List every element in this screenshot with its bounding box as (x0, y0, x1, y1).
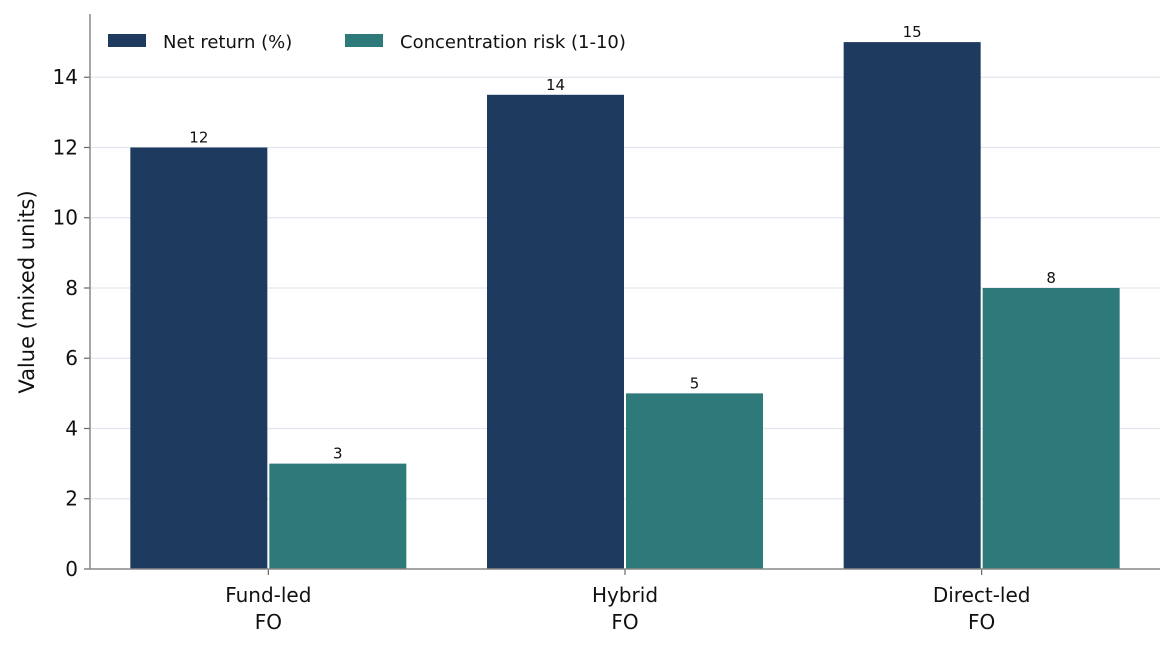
bar (626, 393, 763, 569)
data-label: 3 (333, 445, 343, 463)
y-tick-label: 8 (65, 276, 78, 300)
data-label: 15 (903, 23, 922, 41)
grid-lines (90, 76, 1160, 500)
axes: 0 2 4 6 8 10 12 14 Fund-led FO Hybrid FO Direct-led F… (53, 14, 1160, 634)
y-tick-label: 4 (65, 416, 78, 440)
bar (487, 94, 624, 569)
bar (130, 147, 268, 569)
y-tick-label: 14 (53, 65, 78, 89)
legend-swatch (345, 34, 383, 47)
y-tick-label: 10 (53, 206, 78, 230)
bar (269, 463, 407, 569)
x-tick-label: Fund-led (225, 583, 311, 607)
x-tick-label: FO (968, 610, 995, 634)
y-tick-label: 2 (65, 487, 78, 511)
legend-label: Net return (%) (163, 32, 292, 53)
y-tick-label: 12 (53, 135, 78, 159)
x-tick-label: Hybrid (592, 583, 658, 607)
data-label: 12 (189, 128, 208, 146)
y-tick-label: 6 (65, 346, 78, 370)
bar (843, 42, 981, 570)
bar (982, 287, 1120, 569)
y-axis-title: Value (mixed units) (15, 190, 39, 393)
x-tick-label: FO (255, 610, 282, 634)
x-tick-label: FO (611, 610, 638, 634)
data-label: 14 (546, 76, 565, 94)
data-label: 8 (1046, 269, 1056, 287)
y-tick-label: 0 (65, 557, 78, 581)
x-tick-label: Direct-led (933, 583, 1031, 607)
legend: Net return (%) Concentration risk (1-10) (108, 32, 626, 53)
legend-swatch (108, 34, 146, 47)
bars (130, 42, 1120, 570)
legend-label: Concentration risk (1-10) (400, 32, 626, 53)
data-labels: 12 3 14 5 15 8 (189, 23, 1056, 463)
data-label: 5 (690, 374, 700, 392)
